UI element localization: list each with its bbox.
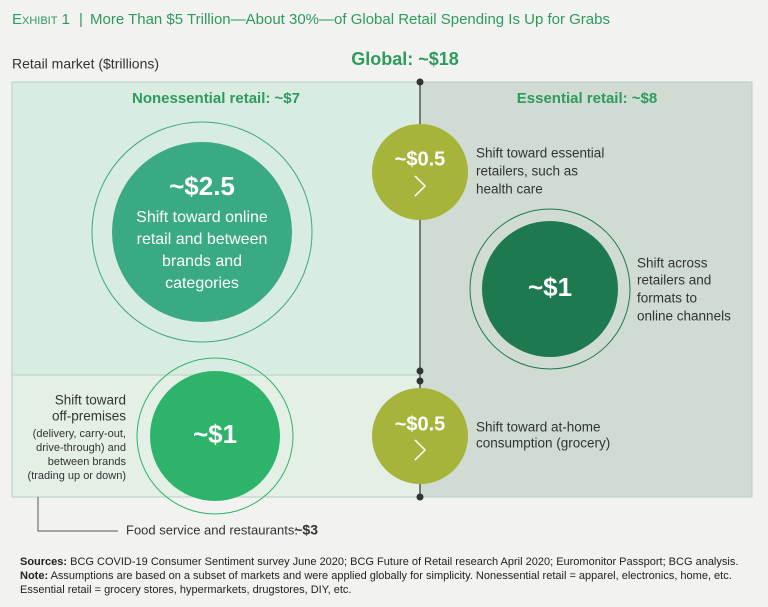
ring	[469, 208, 631, 370]
bubble-text: online channels	[637, 309, 731, 324]
note: Note: Assumptions are based on a subset …	[20, 569, 750, 597]
chevron	[414, 439, 427, 461]
leader-line	[37, 497, 118, 532]
bubble-text: Shift toward essential	[476, 146, 604, 161]
title: More Than $5 Trillion—About 30%—of Globa…	[90, 11, 610, 28]
bubble-detail: drive-through) and	[36, 442, 126, 454]
bubble-detail: (delivery, carry-out,	[33, 428, 126, 440]
bubble	[150, 371, 280, 501]
separator: |	[79, 11, 83, 28]
bubble-detail: (trading up or down)	[28, 470, 126, 482]
sources: Sources: BCG COVID-19 Consumer Sentiment…	[20, 555, 750, 569]
bubble-value: ~$1	[528, 272, 572, 302]
bubble-detail: between brands	[48, 456, 127, 468]
bubble-value: ~$0.5	[395, 413, 446, 435]
bubble-text: Shift toward online	[136, 209, 268, 226]
note-label: Note:	[20, 570, 49, 582]
exhibit: Exhibit 1	[12, 11, 70, 28]
bubble-value: ~$1	[193, 419, 237, 449]
axis-label: Retail market ($trillions)	[12, 56, 159, 72]
bubble-text: Shift toward at-home	[476, 420, 601, 435]
bubble	[372, 124, 468, 220]
bubble-text: brands and	[162, 253, 242, 270]
bubble-text: retailers, such as	[476, 164, 578, 179]
sources-label: Sources:	[20, 556, 68, 568]
bubble-text: categories	[165, 275, 239, 292]
essential-label: Essential retail: ~$8	[517, 90, 658, 107]
nonessential-label: Nonessential retail: ~$7	[132, 90, 300, 107]
bubble-text: retailers and	[637, 273, 711, 288]
sources-text: BCG COVID-19 Consumer Sentiment survey J…	[70, 556, 739, 568]
bubble-text: off-premises	[52, 409, 126, 424]
bubble	[372, 388, 468, 484]
food-value: ~$3	[294, 522, 318, 538]
note-text: Assumptions are based on a subset of mar…	[20, 570, 732, 596]
bubble-value: ~$0.5	[395, 148, 446, 170]
bubble	[112, 142, 292, 322]
bubble-text: Shift across	[637, 256, 708, 271]
bubble	[482, 221, 618, 357]
bubble-text: Shift toward	[55, 393, 126, 408]
dots	[416, 78, 424, 501]
bubble-text: formats to	[637, 291, 697, 306]
chevron	[414, 175, 427, 197]
bubble-text: retail and between	[137, 231, 268, 248]
ring	[136, 357, 294, 515]
bubble-text: health care	[476, 182, 543, 197]
footnotes: Sources: BCG COVID-19 Consumer Sentiment…	[20, 555, 750, 597]
global-label: Global: ~$18	[351, 49, 459, 69]
food-label: Food service and restaurants:	[126, 522, 298, 537]
ring	[91, 121, 313, 343]
bubble-value: ~$2.5	[169, 171, 235, 201]
bubble-text: consumption (grocery)	[476, 436, 610, 451]
